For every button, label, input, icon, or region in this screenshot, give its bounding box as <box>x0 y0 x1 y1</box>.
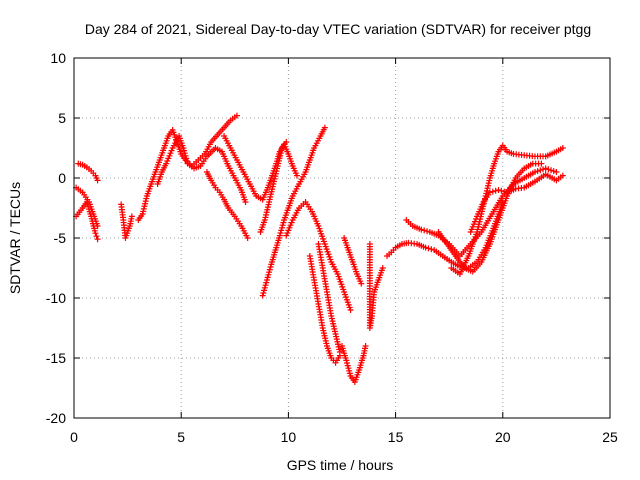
data-point <box>128 213 135 220</box>
series-arc-I <box>257 139 290 235</box>
series-arc-U <box>467 171 566 235</box>
data-point <box>428 246 435 253</box>
y-tick-label: -5 <box>54 230 67 246</box>
data-point <box>495 187 502 193</box>
series-arc-M <box>315 241 343 355</box>
x-tick-label: 15 <box>388 429 404 445</box>
series-arc-O <box>341 235 365 287</box>
data-point <box>358 280 365 287</box>
data-point <box>362 343 369 349</box>
data-point <box>501 188 508 195</box>
x-tick-label: 20 <box>495 429 511 445</box>
data-point <box>422 244 429 251</box>
data-point <box>418 226 425 233</box>
data-point <box>559 145 566 151</box>
data-point <box>93 233 100 240</box>
axis-ticks <box>73 57 611 419</box>
series-arc-K <box>283 199 354 313</box>
x-tick-label: 10 <box>281 429 297 445</box>
data-point <box>244 235 251 241</box>
data-point <box>379 265 386 271</box>
y-tick-label: 10 <box>50 50 66 66</box>
data-point <box>242 199 249 205</box>
y-axis-label: SDTVAR / TECUs <box>7 182 23 294</box>
data-point <box>538 160 545 167</box>
series-arc-P <box>366 241 386 331</box>
data-point <box>425 245 432 252</box>
series-arc-E <box>135 112 240 223</box>
series-arc-G <box>203 169 251 241</box>
data-point <box>336 349 343 355</box>
data-points <box>73 112 566 385</box>
y-tick-label: -15 <box>46 350 66 366</box>
series-arc-F <box>154 133 249 205</box>
data-point <box>424 228 431 235</box>
series-arc-L <box>306 253 343 366</box>
chart-title: Day 284 of 2021, Sidereal Day-to-day VTE… <box>85 21 591 37</box>
series-arc-B <box>73 184 101 229</box>
data-point <box>421 227 428 234</box>
series-arc-T <box>448 142 566 277</box>
series-arc-J <box>259 124 328 299</box>
y-tick-label: -10 <box>46 290 66 306</box>
y-tick-label: 0 <box>58 170 66 186</box>
tick-labels: 0 5 10 15 20 25 -20 -15 -10 -5 0 5 10 <box>46 50 618 445</box>
data-point <box>492 187 499 194</box>
data-point <box>498 187 505 194</box>
data-point <box>321 124 328 131</box>
y-tick-label: 5 <box>58 110 66 126</box>
series-arc-C <box>73 199 101 243</box>
data-point <box>553 169 560 175</box>
data-point <box>545 166 552 173</box>
data-point <box>486 189 493 196</box>
x-tick-label: 5 <box>177 429 185 445</box>
data-point <box>92 230 99 237</box>
data-point <box>542 165 549 172</box>
data-point <box>540 166 546 173</box>
data-point <box>233 112 240 119</box>
data-point <box>537 167 544 174</box>
data-point <box>94 177 101 184</box>
x-axis-label: GPS time / hours <box>287 457 394 473</box>
data-point <box>489 188 496 195</box>
series-arc-D <box>118 201 135 241</box>
data-point <box>347 307 354 313</box>
series-arc-A <box>75 160 101 184</box>
y-tick-label: -20 <box>46 410 66 426</box>
data-point <box>550 168 557 175</box>
series-arc-N <box>339 343 369 385</box>
data-point <box>531 169 538 175</box>
data-point <box>559 172 566 179</box>
data-point <box>94 236 101 243</box>
data-point <box>534 168 541 175</box>
x-tick-label: 25 <box>602 429 618 445</box>
data-point <box>548 167 555 174</box>
data-point <box>283 139 290 145</box>
series-arc-H <box>221 133 300 203</box>
data-point <box>293 172 300 179</box>
x-tick-label: 0 <box>70 429 78 445</box>
